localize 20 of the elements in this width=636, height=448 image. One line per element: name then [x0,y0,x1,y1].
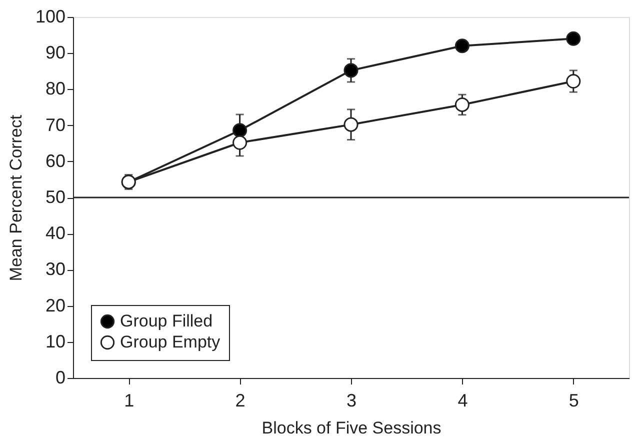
y-tick-label: 80 [45,78,66,99]
x-tick-label: 3 [346,390,357,410]
x-tick-label: 1 [124,390,134,410]
y-tick-label: 50 [45,187,66,207]
y-tick-label: 30 [45,259,66,280]
x-axis-title: Blocks of Five Sessions [262,418,442,438]
y-axis-title: Mean Percent Correct [6,114,26,282]
y-tick-label: 100 [35,6,66,26]
x-tick-label: 2 [235,390,246,410]
y-tick-label: 90 [45,42,66,63]
y-tick-label: 0 [55,368,66,388]
legend-label: Group Empty [120,332,221,352]
y-tick-label: 60 [45,150,66,171]
y-tick-label: 40 [45,223,66,244]
legend-label: Group Filled [120,312,213,330]
y-tick-label: 10 [45,331,66,352]
y-tick-label: 20 [45,295,66,316]
y-tick-label: 70 [45,114,66,135]
x-tick-label: 5 [568,390,579,410]
x-tick-label: 4 [458,390,468,410]
